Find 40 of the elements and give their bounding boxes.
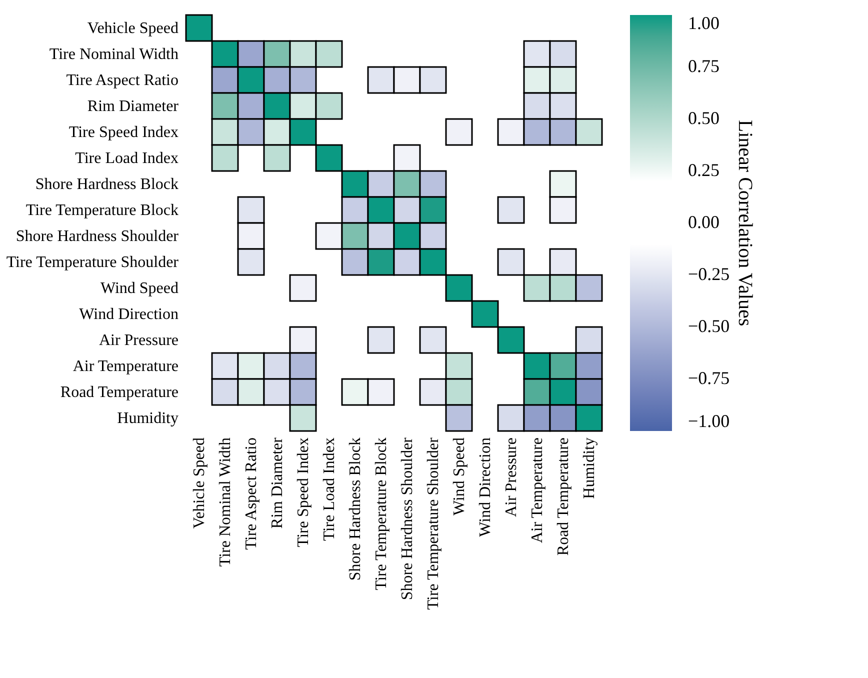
x-tick-label: Wind Speed (451, 438, 468, 516)
x-tick-label: Tire Speed Index (295, 438, 312, 548)
x-tick-label: Air Temperature (529, 438, 546, 544)
y-tick-label: Tire Speed Index (68, 124, 178, 141)
y-tick-label: Humidity (117, 410, 178, 427)
x-tick-label: Tire Temperature Block (373, 438, 390, 590)
color-bar-label: 0.75 (688, 56, 720, 76)
color-bar-label: 0.25 (688, 160, 720, 180)
color-bar-label: 1.00 (688, 13, 720, 33)
x-tick-label: Shore Hardness Shoulder (399, 436, 416, 600)
x-tick-label: Shore Hardness Block (347, 438, 364, 581)
y-tick-label: Air Temperature (72, 358, 178, 375)
y-tick-label: Wind Speed (100, 280, 178, 297)
y-tick-label: Tire Aspect Ratio (66, 72, 178, 89)
color-bar-label: 0.50 (688, 108, 720, 128)
color-bar-label: −0.50 (688, 316, 730, 336)
x-tick-label: Tire Load Index (321, 438, 338, 541)
y-tick-label: Tire Nominal Width (49, 46, 178, 63)
y-tick-label: Air Pressure (98, 332, 178, 349)
y-tick-label: Wind Direction (79, 306, 178, 323)
color-bar-label: −0.75 (688, 368, 730, 388)
x-tick-label: Wind Direction (477, 438, 494, 537)
y-tick-label: Shore Hardness Block (35, 176, 178, 193)
y-tick-label: Tire Temperature Shoulder (6, 254, 180, 271)
y-tick-label: Shore Hardness Shoulder (16, 228, 180, 245)
x-tick-label: Rim Diameter (269, 436, 286, 529)
color-bar-title: Linear Correlation Values (734, 120, 756, 326)
x-tick-label: Air Pressure (503, 438, 520, 518)
y-tick-label: Tire Temperature Block (26, 202, 178, 219)
x-tick-label: Humidity (581, 438, 598, 499)
y-tick-label: Tire Load Index (75, 150, 178, 167)
x-tick-label: Road Temperature (555, 438, 572, 556)
color-bar-label: −1.00 (688, 411, 730, 431)
color-bar-label: −0.25 (688, 264, 730, 284)
color-bar-label: 0.00 (688, 212, 720, 232)
y-tick-label: Road Temperature (60, 384, 178, 401)
x-tick-label: Tire Temperature Shoulder (425, 436, 442, 610)
y-tick-label: Vehicle Speed (87, 20, 178, 37)
x-tick-label: Tire Aspect Ratio (243, 438, 260, 550)
y-tick-label: Rim Diameter (87, 98, 180, 115)
